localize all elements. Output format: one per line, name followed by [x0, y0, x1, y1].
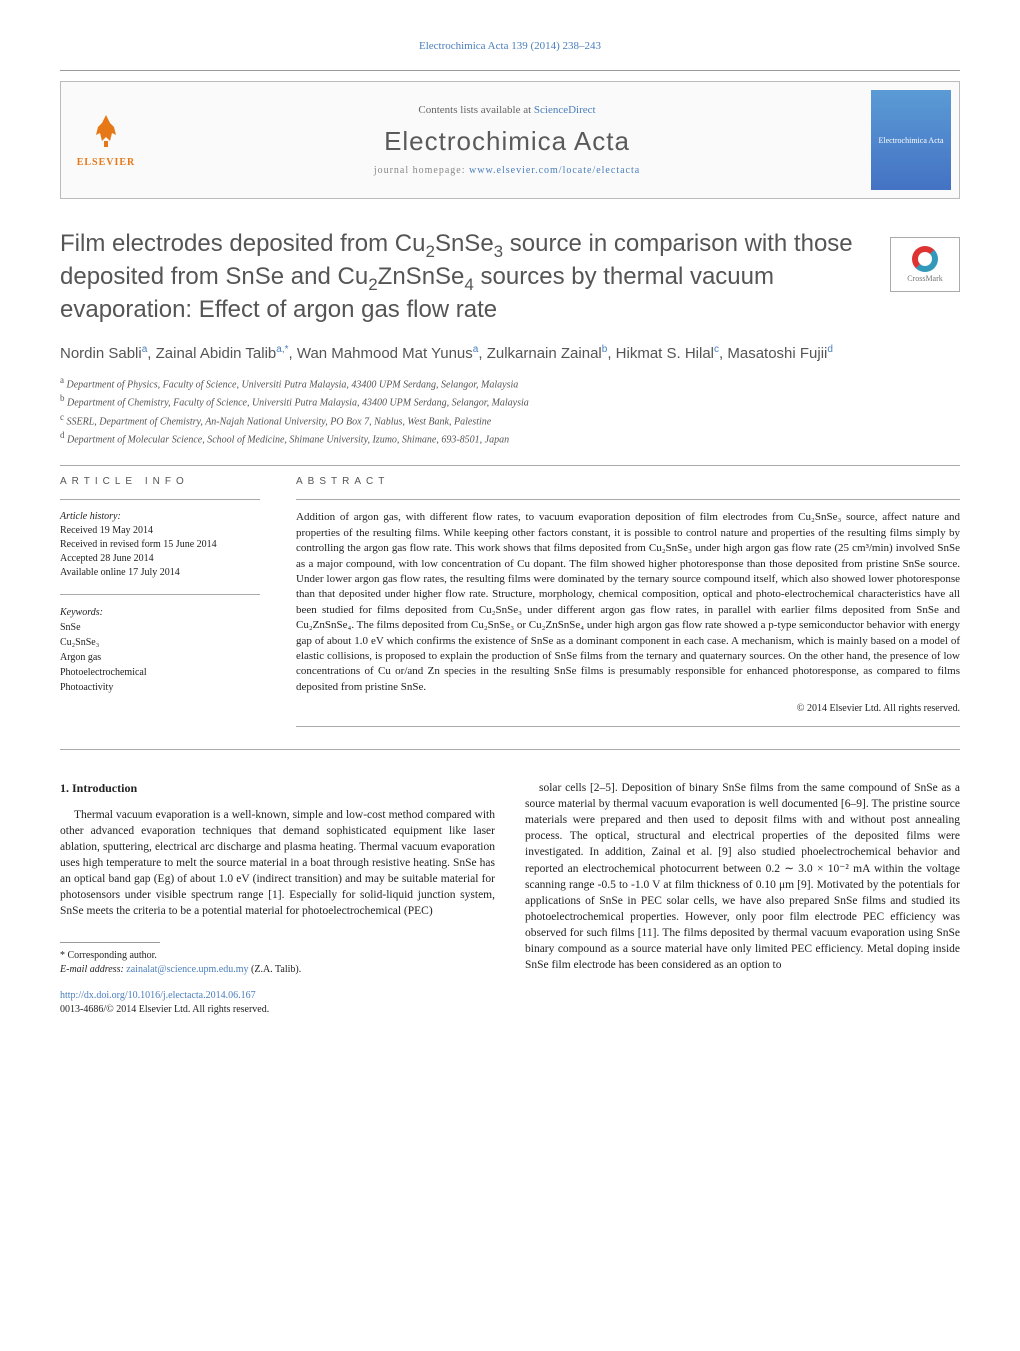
copyright-line: © 2014 Elsevier Ltd. All rights reserved…: [296, 703, 960, 714]
author: Masatoshi Fujiid: [727, 345, 833, 362]
keywords-block: Keywords: SnSe Cu₂SnSe₃ Argon gas Photoe…: [60, 605, 260, 695]
title-text: Film electrodes deposited from Cu: [60, 230, 425, 257]
affiliation: c SSERL, Department of Chemistry, An-Naj…: [60, 411, 960, 429]
contents-prefix: Contents lists available at: [418, 104, 533, 116]
crossmark-label: CrossMark: [907, 274, 943, 283]
history-received: Received 19 May 2014: [60, 525, 153, 536]
corr-label: * Corresponding author.: [60, 950, 157, 961]
divider: [296, 499, 960, 500]
author: Hikmat S. Hilalc: [616, 345, 719, 362]
affiliation: d Department of Molecular Science, Schoo…: [60, 429, 960, 447]
divider: [60, 594, 260, 595]
column-right: solar cells [2–5]. Deposition of binary …: [525, 780, 960, 1016]
doi-block: http://dx.doi.org/10.1016/j.electacta.20…: [60, 989, 495, 1017]
contents-line: Contents lists available at ScienceDirec…: [151, 104, 863, 116]
abstract-heading: ABSTRACT: [296, 476, 960, 487]
affiliation: a Department of Physics, Faculty of Scie…: [60, 374, 960, 392]
author-list: Nordin Sablia, Zainal Abidin Taliba,*, W…: [60, 343, 960, 364]
journal-header: ELSEVIER Contents lists available at Sci…: [60, 81, 960, 199]
author: Nordin Sablia: [60, 345, 147, 362]
affiliation: b Department of Chemistry, Faculty of Sc…: [60, 392, 960, 410]
title-sub: 4: [464, 275, 473, 294]
abstract-text: Addition of argon gas, with different fl…: [296, 510, 960, 695]
keyword: Argon gas: [60, 652, 101, 663]
keyword: SnSe: [60, 622, 81, 633]
homepage-link[interactable]: www.elsevier.com/locate/electacta: [469, 165, 640, 176]
article-info-heading: ARTICLE INFO: [60, 476, 260, 487]
title-sub: 2: [425, 242, 434, 261]
publisher-logo: ELSEVIER: [61, 101, 151, 180]
journal-reference: Electrochimica Acta 139 (2014) 238–243: [60, 40, 960, 52]
title-text: ZnSnSe: [378, 263, 465, 290]
keyword: Cu₂SnSe₃: [60, 637, 99, 648]
article-history: Article history: Received 19 May 2014 Re…: [60, 510, 260, 580]
email-attribution: (Z.A. Talib).: [249, 964, 302, 975]
author: Wan Mahmood Mat Yunusa: [297, 345, 479, 362]
divider: [60, 70, 960, 71]
journal-cover-thumbnail: Electrochimica Acta: [871, 90, 951, 190]
title-sub: 2: [368, 275, 377, 294]
history-online: Available online 17 July 2014: [60, 567, 180, 578]
history-label: Article history:: [60, 511, 121, 522]
article-title: Film electrodes deposited from Cu2SnSe3 …: [60, 229, 960, 325]
crossmark-icon: [912, 246, 938, 272]
title-sub: 3: [494, 242, 503, 261]
doi-link[interactable]: http://dx.doi.org/10.1016/j.electacta.20…: [60, 990, 256, 1001]
corresponding-author-note: * Corresponding author. E-mail address: …: [60, 949, 495, 977]
keyword: Photoactivity: [60, 682, 113, 693]
crossmark-badge[interactable]: CrossMark: [890, 237, 960, 292]
history-revised: Received in revised form 15 June 2014: [60, 539, 217, 550]
article-info-panel: ARTICLE INFO Article history: Received 1…: [60, 476, 260, 737]
publisher-name: ELSEVIER: [71, 157, 141, 168]
section-heading-intro: 1. Introduction: [60, 780, 495, 797]
title-text: SnSe: [435, 230, 494, 257]
footnote-divider: [60, 942, 160, 943]
keywords-label: Keywords:: [60, 607, 103, 618]
issn-copyright: 0013-4686/© 2014 Elsevier Ltd. All right…: [60, 1004, 269, 1015]
divider: [296, 726, 960, 727]
corr-email-link[interactable]: zainalat@science.upm.edu.my: [126, 964, 248, 975]
history-accepted: Accepted 28 June 2014: [60, 553, 154, 564]
keyword: Photoelectrochemical: [60, 667, 147, 678]
intro-paragraph: Thermal vacuum evaporation is a well-kno…: [60, 807, 495, 920]
homepage-line: journal homepage: www.elsevier.com/locat…: [151, 165, 863, 176]
intro-paragraph-cont: solar cells [2–5]. Deposition of binary …: [525, 780, 960, 973]
homepage-prefix: journal homepage:: [374, 165, 469, 176]
author: Zulkarnain Zainalb: [487, 345, 608, 362]
author: Zainal Abidin Taliba,*: [156, 345, 289, 362]
divider: [60, 499, 260, 500]
column-left: 1. Introduction Thermal vacuum evaporati…: [60, 780, 495, 1016]
sciencedirect-link[interactable]: ScienceDirect: [534, 104, 596, 116]
divider: [60, 749, 960, 750]
elsevier-tree-icon: [71, 113, 141, 155]
affiliations: a Department of Physics, Faculty of Scie…: [60, 374, 960, 447]
email-label: E-mail address:: [60, 964, 126, 975]
body-columns: 1. Introduction Thermal vacuum evaporati…: [60, 780, 960, 1016]
divider: [60, 465, 960, 466]
journal-title: Electrochimica Acta: [151, 126, 863, 157]
abstract-panel: ABSTRACT Addition of argon gas, with dif…: [296, 476, 960, 737]
